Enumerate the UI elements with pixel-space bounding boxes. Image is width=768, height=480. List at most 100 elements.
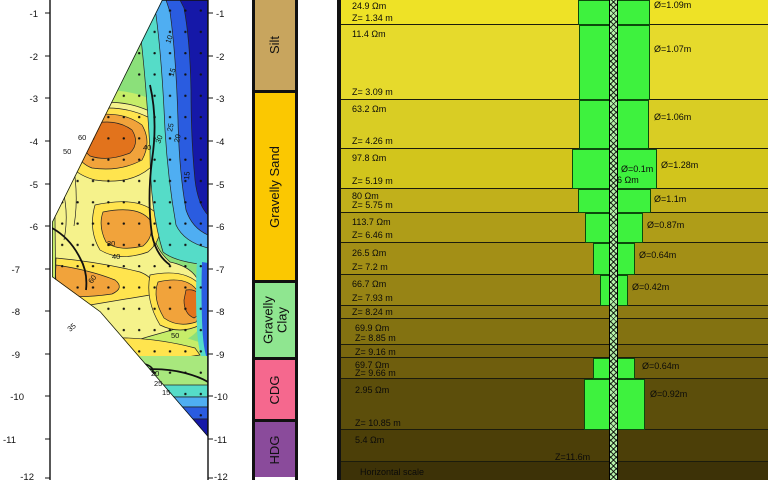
contour-label: 30 xyxy=(153,134,164,145)
layer-resistivity: 11.4 Ωm xyxy=(352,29,386,39)
layer-resistivity: 24.9 Ωm xyxy=(352,1,387,11)
contour-label: 10 xyxy=(163,34,174,45)
tick-label: -2 xyxy=(216,52,224,63)
strat-layer-label: Silt xyxy=(267,35,283,55)
contour-label: 30 xyxy=(107,239,115,248)
borehole-model-panel: 24.9 Ωm 11.4 Ωm 63.2 Ωm 97.8 Ωm 80 Ωm 11… xyxy=(337,0,768,480)
pile-diameter-label: Ø=1.07m xyxy=(654,44,692,54)
layer-depth: Z= 6.46 m xyxy=(352,230,393,240)
contour-label: 15 xyxy=(182,171,192,180)
contour-label: 40 xyxy=(112,252,120,261)
tick-label: -1 xyxy=(30,9,38,20)
contour-label: 25 xyxy=(165,122,176,132)
contour-label: 40 xyxy=(143,143,151,152)
layer-depth: Z= 9.16 m xyxy=(355,347,396,357)
contour-label: 15 xyxy=(166,67,177,78)
model-layer xyxy=(341,319,768,345)
tick-label: -6 xyxy=(30,222,38,233)
pile-diameter-label: Ø=0.92m xyxy=(650,389,688,399)
layer-resistivity: 69.7 Ωm xyxy=(355,360,390,370)
strat-layer-gravelly-clay: Gravelly Clay xyxy=(255,283,295,360)
horizontal-scale-caption: Horizontal scale xyxy=(360,467,425,477)
tick-label: -8 xyxy=(216,307,224,318)
contour-fills xyxy=(52,0,208,437)
model-layer xyxy=(341,25,768,100)
pile-diameter-label: Ø=1.28m xyxy=(661,160,699,170)
contour-svg: -1 -2 -3 -4 -5 -6 -7 -8 -9 -10 -11 -12 -… xyxy=(3,0,228,480)
model-layer xyxy=(341,345,768,358)
model-layer xyxy=(341,100,768,149)
pile-casing xyxy=(609,0,618,480)
strat-layer-label: CDG xyxy=(267,375,283,404)
strat-layer-label: Gravelly Sand xyxy=(267,145,283,228)
layer-resistivity: 2.95 Ωm xyxy=(355,385,390,395)
contour-label: 35 xyxy=(66,321,78,333)
layer-depth: Z= 10.85 m xyxy=(355,418,401,428)
layer-resistivity: 63.2 Ωm xyxy=(352,104,387,114)
pile-diameter-label: Ø=1.06m xyxy=(654,112,692,122)
resistivity-contour-plot: -1 -2 -3 -4 -5 -6 -7 -8 -9 -10 -11 -12 -… xyxy=(0,0,240,480)
layer-resistivity: 66.7 Ωm xyxy=(352,279,387,289)
layer-depth: Z= 8.24 m xyxy=(352,307,393,317)
tick-label: -4 xyxy=(216,137,224,148)
layer-resistivity: 80 Ωm xyxy=(352,191,379,201)
contour-label: 60 xyxy=(78,133,86,142)
model-layer xyxy=(341,0,768,25)
pile-tip-depth: Z=11.6m xyxy=(555,452,591,462)
contour-label: 25 xyxy=(154,379,162,388)
layer-depth: Z= 7.93 m xyxy=(352,293,393,303)
layer-depth: Z= 9.66 m xyxy=(355,368,396,378)
depth-ticks-right: -1 -2 -3 -4 -5 -6 -7 -8 -9 -10 -11 -12 xyxy=(214,9,228,480)
model-layer xyxy=(341,213,768,243)
layer-depth: Z= 3.09 m xyxy=(352,87,393,97)
pile-diameter-label: Ø=0.42m xyxy=(632,282,670,292)
tick-label: -7 xyxy=(216,265,224,276)
contour-value-labels: 60 50 40 30 25 20 15 10 15 30 40 60 50 3… xyxy=(63,34,192,397)
contour-label: 20 xyxy=(172,133,183,143)
tick-label: -11 xyxy=(3,435,16,446)
pile-diameter-label: Ø=0.64m xyxy=(642,361,680,371)
layer-resistivity: 69.9 Ωm xyxy=(355,323,390,333)
layer-resistivity: 26.5 Ωm xyxy=(352,248,387,258)
layer-resistivity: 5.4 Ωm xyxy=(355,435,385,445)
model-layer xyxy=(341,462,768,480)
layer-depth: Z= 4.26 m xyxy=(352,136,393,146)
strat-layer-label: Gravelly Clay xyxy=(260,296,289,344)
measurement-dots xyxy=(52,0,208,437)
tick-label: -6 xyxy=(216,222,224,233)
depth-ticks-left: -1 -2 -3 -4 -5 -6 -7 -8 -9 -10 -11 -12 xyxy=(3,9,38,480)
tick-label: -10 xyxy=(214,392,228,403)
strat-layer-cdg: CDG xyxy=(255,360,295,422)
casing-diameter-label: Ø=0.1m xyxy=(621,164,654,174)
layer-depth: Z= 7.2 m xyxy=(352,262,388,272)
tick-label: -5 xyxy=(216,180,224,191)
tick-label: -12 xyxy=(20,472,34,480)
model-layer xyxy=(341,306,768,319)
pile-diameter-label: Ø=1.1m xyxy=(654,194,687,204)
model-layer xyxy=(341,379,768,430)
pile-diameter-label: Ø=0.64m xyxy=(639,250,677,260)
axis-ticks xyxy=(45,12,213,479)
tick-label: -3 xyxy=(216,94,224,105)
model-layer xyxy=(341,243,768,275)
model-layer xyxy=(341,358,768,379)
contour-label: 50 xyxy=(63,147,71,156)
contour-label: 50 xyxy=(171,331,179,340)
tick-label: -9 xyxy=(216,350,224,361)
layer-depth: Z= 5.19 m xyxy=(352,176,393,186)
model-layer xyxy=(341,189,768,213)
tick-label: -5 xyxy=(30,180,38,191)
tick-label: -8 xyxy=(12,307,20,318)
layer-depth: Z= 1.34 m xyxy=(352,13,393,23)
tick-label: -12 xyxy=(214,472,228,480)
tick-label: -4 xyxy=(30,137,38,148)
contour-label: 20 xyxy=(151,369,159,378)
tick-label: -1 xyxy=(216,9,224,20)
strat-layer-label: HDG xyxy=(267,435,283,464)
casing-resistivity-label: 6 Ωm xyxy=(617,175,639,185)
contour-label: 60 xyxy=(86,273,98,285)
tick-label: -3 xyxy=(30,94,38,105)
strat-layer-gravelly-sand: Gravelly Sand xyxy=(255,93,295,283)
strat-layer-hdg: HDG xyxy=(255,422,295,477)
